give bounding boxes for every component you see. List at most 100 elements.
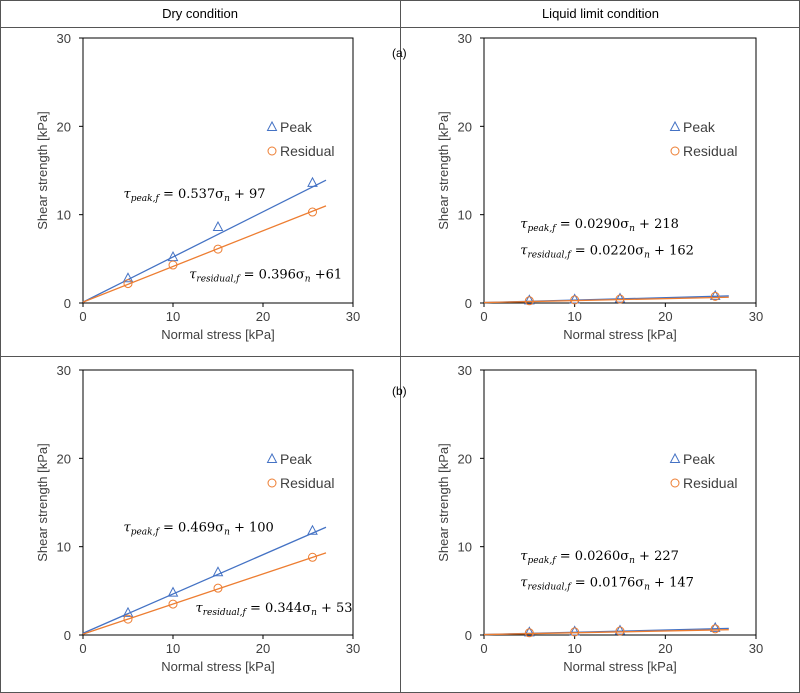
y-tick-label: 0 [64, 628, 71, 643]
x-tick-label: 10 [567, 641, 581, 656]
y-tick-label: 10 [57, 540, 71, 555]
point-peak [307, 524, 318, 535]
plot-area [82, 37, 354, 304]
legend-label-residual: Residual [280, 143, 334, 159]
fit-line-residual [82, 552, 327, 635]
legend-label-peak: Peak [280, 119, 313, 135]
legend-label-residual: Residual [683, 143, 737, 159]
point-peak [167, 586, 179, 597]
y-tick-label: 10 [458, 540, 472, 555]
equation-peak: τpeak,f = 0.0260σn + 227 [520, 549, 679, 566]
x-tick-label: 10 [567, 309, 581, 324]
y-tick-label: 20 [57, 119, 71, 134]
point-peak [569, 625, 580, 636]
point-peak [307, 176, 318, 187]
x-tick-label: 20 [256, 309, 270, 324]
y-tick-label: 0 [64, 296, 71, 311]
y-axis-label: Shear strength [kPa] [436, 443, 451, 562]
equation-peak: τpeak,f = 0.537σn + 97 [124, 187, 266, 204]
legend-label-peak: Peak [683, 451, 716, 467]
equation-residual: τresidual,f = 0.0220σn + 162 [520, 243, 694, 260]
legend-marker-peak [669, 120, 681, 131]
header-liquid-limit-condition: Liquid limit condition [541, 6, 660, 21]
legend-marker-residual [670, 146, 680, 156]
point-residual [168, 260, 178, 270]
legend-label-peak: Peak [280, 451, 313, 467]
point-peak [614, 624, 626, 635]
x-axis-label: Normal stress [kPa] [161, 659, 274, 674]
point-residual [710, 291, 720, 301]
point-peak [524, 626, 535, 637]
plot-area [82, 369, 354, 636]
legend-marker-residual [267, 146, 277, 156]
point-residual [570, 627, 580, 637]
legend-label-residual: Residual [280, 475, 334, 491]
point-peak [709, 289, 721, 300]
x-tick-label: 0 [79, 309, 86, 324]
y-tick-label: 0 [465, 628, 472, 643]
y-tick-label: 30 [57, 363, 71, 378]
x-tick-label: 30 [749, 309, 763, 324]
legend-marker-peak [669, 452, 681, 463]
equation-residual: τresidual,f = 0.344σn + 53 [196, 601, 353, 618]
row-label-a: (a) [392, 46, 407, 60]
point-residual [213, 244, 223, 254]
point-peak [614, 292, 626, 303]
fit-line-residual [483, 629, 729, 636]
x-tick-label: 0 [480, 309, 487, 324]
legend-marker-residual [670, 478, 680, 488]
point-residual [615, 626, 625, 636]
point-residual [710, 624, 720, 634]
equation-peak: τpeak,f = 0.0290σn + 218 [520, 217, 679, 234]
x-tick-label: 20 [256, 641, 270, 656]
legend-label-residual: Residual [683, 475, 737, 491]
plot-area [483, 369, 757, 636]
y-tick-label: 20 [458, 451, 472, 466]
x-axis-label: Normal stress [kPa] [563, 327, 676, 342]
y-axis-label: Shear strength [kPa] [35, 443, 50, 562]
point-peak [122, 272, 134, 283]
point-residual [615, 294, 625, 304]
point-peak [122, 606, 134, 617]
point-residual [524, 628, 534, 638]
point-peak [212, 220, 224, 232]
point-residual [308, 207, 317, 217]
y-tick-label: 0 [465, 296, 472, 311]
row-label-b: (b) [392, 384, 407, 398]
point-peak [212, 566, 224, 577]
fit-line-residual [82, 205, 327, 303]
fit-line-residual [483, 296, 729, 304]
point-residual [123, 614, 133, 624]
equation-residual: τresidual,f = 0.396σn +61 [189, 267, 342, 284]
point-residual [524, 296, 534, 306]
y-tick-label: 20 [458, 119, 472, 134]
point-residual [213, 583, 223, 593]
x-axis-label: Normal stress [kPa] [563, 659, 676, 674]
legend-marker-residual [267, 478, 277, 488]
x-tick-label: 20 [658, 309, 672, 324]
header-dry-condition: Dry condition [162, 6, 238, 21]
x-tick-label: 10 [166, 641, 180, 656]
legend-label-peak: Peak [683, 119, 716, 135]
y-tick-label: 10 [458, 208, 472, 223]
point-residual [570, 295, 580, 305]
y-tick-label: 30 [458, 31, 472, 46]
point-peak [524, 294, 535, 305]
x-tick-label: 10 [166, 309, 180, 324]
y-tick-label: 20 [57, 451, 71, 466]
point-residual [168, 599, 178, 609]
equation-residual: τresidual,f = 0.0176σn + 147 [520, 575, 694, 592]
legend-marker-peak [266, 120, 278, 131]
x-tick-label: 30 [346, 641, 360, 656]
point-peak [709, 621, 721, 632]
point-peak [569, 293, 580, 304]
x-tick-label: 0 [79, 641, 86, 656]
x-tick-label: 20 [658, 641, 672, 656]
y-tick-label: 10 [57, 208, 71, 223]
equation-peak: τpeak,f = 0.469σn + 100 [124, 521, 274, 538]
y-axis-label: Shear strength [kPa] [436, 111, 451, 230]
